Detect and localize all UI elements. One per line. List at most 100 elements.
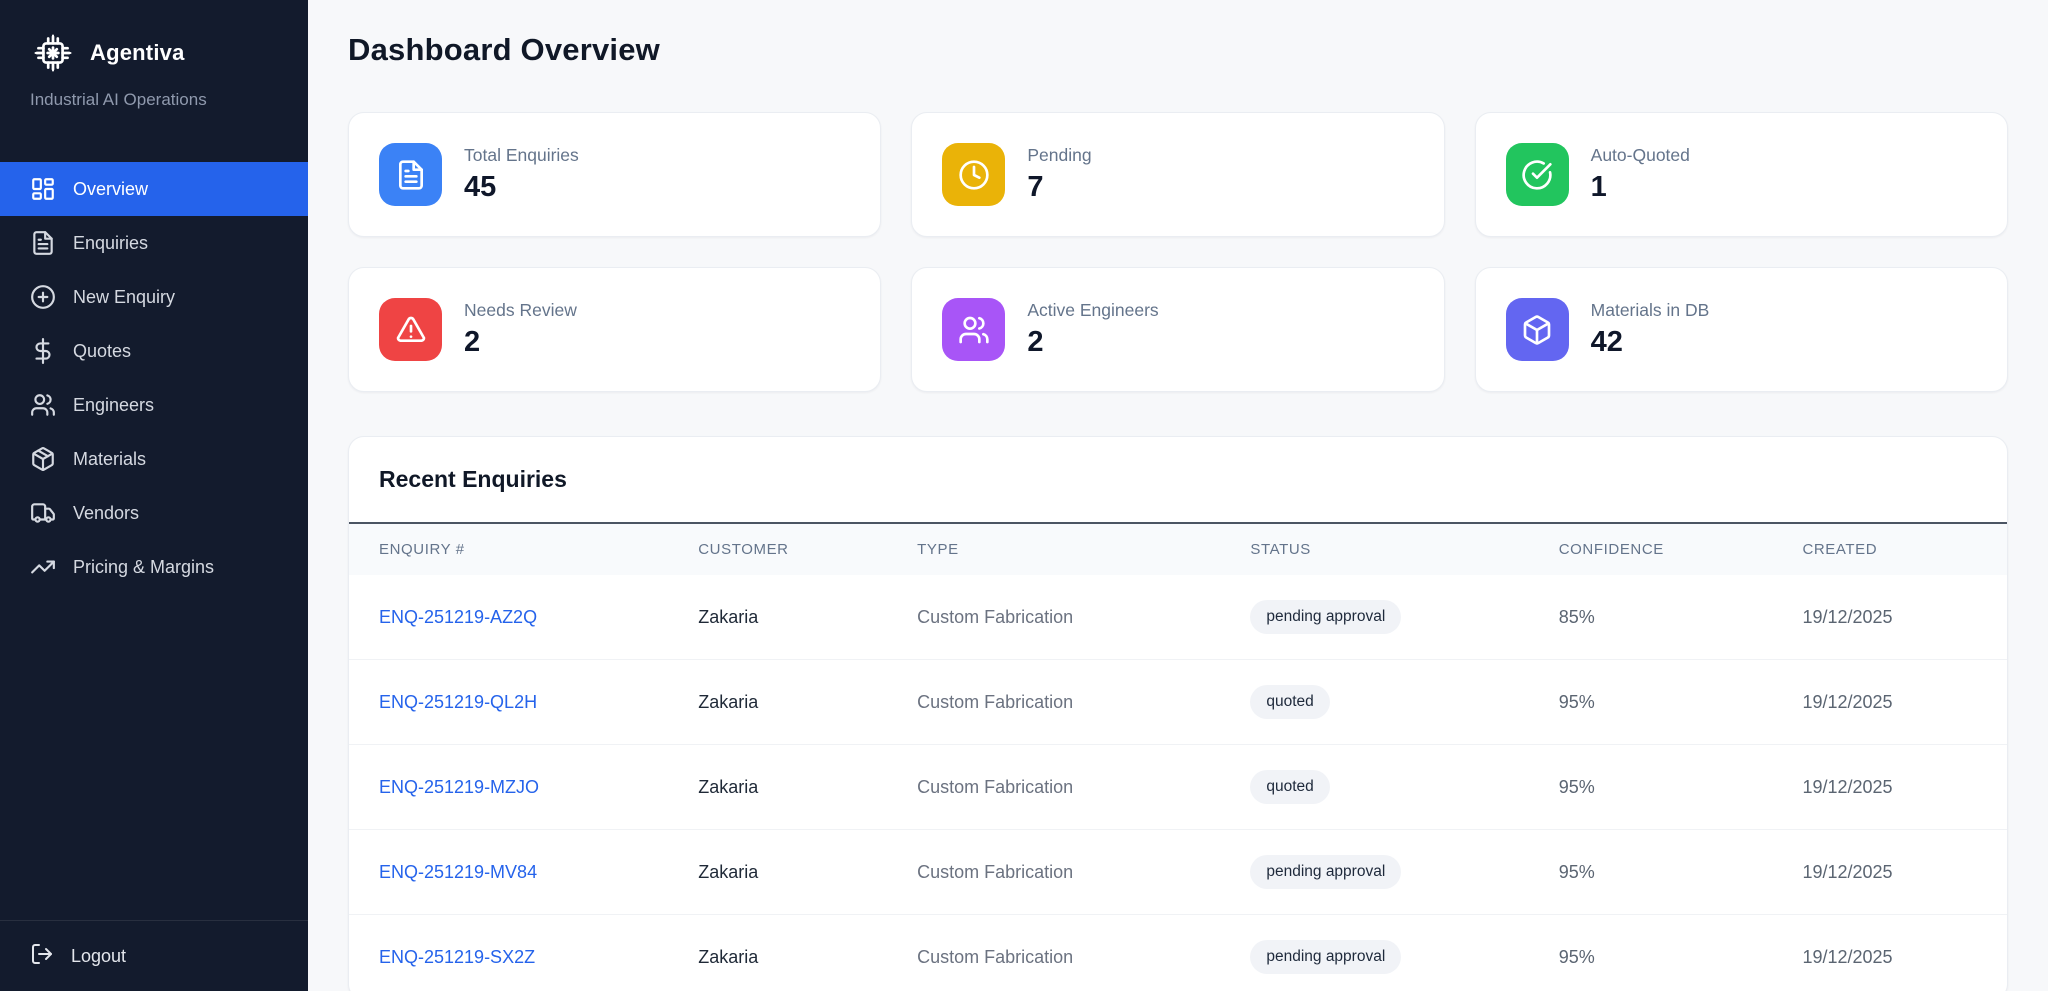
agentiva-chip-logo-icon: [30, 30, 76, 76]
created-cell: 19/12/2025: [1786, 659, 2007, 745]
sidebar-item-enquiries[interactable]: Enquiries: [0, 216, 308, 270]
sidebar: Agentiva Industrial AI Operations Overvi…: [0, 0, 308, 991]
column-header-status: STATUS: [1234, 524, 1543, 575]
confidence-cell: 85%: [1558, 606, 1595, 627]
dollar-icon: [30, 338, 56, 364]
type-cell: Custom Fabrication: [901, 914, 1235, 991]
status-badge: quoted: [1250, 770, 1330, 804]
stat-value: 42: [1590, 326, 1623, 358]
column-header-enquiry-: ENQUIRY #: [349, 524, 683, 575]
status-cell: quoted: [1234, 744, 1543, 830]
table-row: ENQ-251219-MZJO Zakaria Custom Fabrication…: [349, 744, 2007, 830]
customer-cell: Zakaria: [698, 606, 759, 627]
sidebar-item-label: Engineers: [73, 394, 155, 415]
trending-up-icon: [30, 554, 56, 580]
column-header-confidence: CONFIDENCE: [1542, 524, 1787, 575]
stat-value: 7: [1027, 171, 1044, 203]
confidence-cell: 95%: [1542, 914, 1787, 991]
sidebar-item-quotes[interactable]: Quotes: [0, 324, 308, 378]
type-cell: Custom Fabrication: [901, 659, 1235, 745]
users-icon: [30, 392, 56, 418]
sidebar-item-engineers[interactable]: Engineers: [0, 378, 308, 432]
logout-label: Logout: [71, 945, 127, 966]
sidebar-item-label: New Enquiry: [73, 286, 176, 307]
package-icon: [30, 446, 56, 472]
stat-label: Auto-Quoted: [1590, 145, 1690, 165]
sidebar-item-label: Vendors: [73, 502, 140, 523]
stat-value: 2: [1027, 326, 1044, 358]
customer-cell: Zakaria: [682, 829, 902, 915]
created-cell: 19/12/2025: [1786, 829, 2007, 915]
sidebar-item-materials[interactable]: Materials: [0, 432, 308, 486]
enquiry-link[interactable]: ENQ-251219-MV84: [379, 861, 538, 882]
logout-icon: [30, 942, 54, 971]
enquiry-link[interactable]: ENQ-251219-MZJO: [379, 776, 540, 797]
sidebar-item-label: Enquiries: [73, 232, 149, 253]
status-cell: pending approval: [1234, 829, 1543, 915]
users-icon: [942, 298, 1006, 361]
status-badge: pending approval: [1250, 855, 1402, 889]
sidebar-item-label: Pricing & Margins: [73, 556, 215, 577]
main-content: Dashboard Overview Total Enquiries 45 Pend…: [308, 0, 2048, 991]
stat-label: Active Engineers: [1027, 300, 1159, 320]
column-header-type: TYPE: [901, 524, 1235, 575]
stat-card-auto-quoted: Auto-Quoted 1: [1474, 112, 2008, 237]
stat-label: Pending: [1027, 145, 1092, 165]
confidence-cell: 95%: [1542, 829, 1787, 915]
alert-triangle-icon: [379, 298, 442, 361]
table-header-row: ENQUIRY # CUSTOMER TYPE STATUS CONFIDENCE CRE…: [349, 524, 2007, 575]
sidebar-item-label: Materials: [73, 448, 147, 469]
status-badge: quoted: [1250, 685, 1330, 719]
stat-card-pending: Pending 7: [911, 112, 1445, 237]
status-cell: quoted: [1234, 659, 1543, 745]
enquiry-link[interactable]: ENQ-251219-QL2H: [379, 691, 538, 712]
file-text-icon: [30, 230, 56, 256]
dashboard-icon: [30, 176, 56, 202]
stat-value: 1: [1590, 171, 1607, 203]
created-cell: 19/12/2025: [1802, 606, 1893, 627]
enquiry-link[interactable]: ENQ-251219-AZ2Q: [379, 606, 538, 627]
status-cell: pending approval: [1234, 914, 1543, 991]
enquiries-table: ENQUIRY # CUSTOMER TYPE STATUS CONFIDENCE CRE…: [349, 524, 2007, 991]
stat-label: Needs Review: [464, 300, 577, 320]
brand-tagline: Industrial AI Operations: [30, 90, 207, 109]
sidebar-item-vendors[interactable]: Vendors: [0, 486, 308, 540]
recent-enquiries-header: Recent Enquiries: [349, 437, 2007, 524]
created-cell: 19/12/2025: [1786, 744, 2007, 830]
recent-enquiries-title: Recent Enquiries: [379, 466, 567, 492]
sidebar-nav: Overview Enquiries New Enquiry Quotes Engine…: [0, 162, 308, 594]
stats-grid: Total Enquiries 45 Pending 7 Auto-Quoted 1 Nee…: [348, 112, 2008, 392]
type-cell: Custom Fabrication: [917, 606, 1074, 627]
stat-card-materials-in-db: Materials in DB 42: [1474, 267, 2008, 392]
status-badge: pending approval: [1250, 940, 1402, 974]
stat-label: Total Enquiries: [464, 145, 579, 165]
cube-icon: [1505, 298, 1569, 361]
customer-cell: Zakaria: [682, 744, 902, 830]
stat-label: Materials in DB: [1590, 300, 1710, 320]
sidebar-item-new-enquiry[interactable]: New Enquiry: [0, 270, 308, 324]
stat-card-active-engineers: Active Engineers 2: [911, 267, 1445, 392]
clock-icon: [942, 143, 1006, 206]
stat-card-needs-review: Needs Review 2: [348, 267, 882, 392]
sidebar-item-label: Quotes: [73, 340, 132, 361]
logout-button[interactable]: Logout: [30, 939, 278, 973]
status-cell: pending approval: [1234, 575, 1542, 660]
stat-card-total-enquiries: Total Enquiries 45: [348, 112, 882, 237]
type-cell: Custom Fabrication: [901, 829, 1235, 915]
sidebar-item-label: Overview: [73, 178, 149, 199]
sidebar-item-overview[interactable]: Overview: [0, 162, 308, 216]
file-text-icon: [379, 143, 442, 206]
sidebar-footer: Logout: [0, 920, 308, 991]
enquiry-link[interactable]: ENQ-251219-SX2Z: [379, 946, 536, 967]
brand: Agentiva Industrial AI Operations: [0, 0, 308, 110]
table-row: ENQ-251219-AZ2Q Zakaria Custom Fabrication…: [349, 575, 2007, 660]
plus-circle-icon: [30, 284, 56, 310]
confidence-cell: 95%: [1542, 744, 1787, 830]
customer-cell: Zakaria: [682, 659, 902, 745]
table-row: ENQ-251219-MV84 Zakaria Custom Fabrication…: [349, 829, 2007, 915]
created-cell: 19/12/2025: [1786, 914, 2007, 991]
sidebar-item-pricing-margins[interactable]: Pricing & Margins: [0, 540, 308, 594]
table-row: ENQ-251219-SX2Z Zakaria Custom Fabrication…: [349, 914, 2007, 991]
table-body: ENQ-251219-AZ2Q Zakaria Custom Fabrication…: [349, 575, 2007, 991]
stat-value: 45: [464, 171, 497, 203]
